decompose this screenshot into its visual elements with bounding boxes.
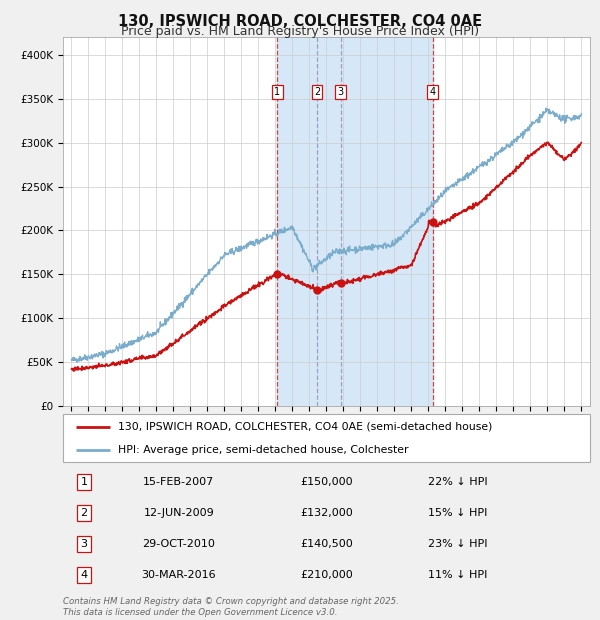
Text: £132,000: £132,000	[300, 508, 353, 518]
Text: 11% ↓ HPI: 11% ↓ HPI	[428, 570, 488, 580]
Text: 15% ↓ HPI: 15% ↓ HPI	[428, 508, 488, 518]
Text: 12-JUN-2009: 12-JUN-2009	[143, 508, 214, 518]
Text: 29-OCT-2010: 29-OCT-2010	[142, 539, 215, 549]
Text: Price paid vs. HM Land Registry's House Price Index (HPI): Price paid vs. HM Land Registry's House …	[121, 25, 479, 38]
Text: Contains HM Land Registry data © Crown copyright and database right 2025.
This d: Contains HM Land Registry data © Crown c…	[63, 598, 399, 617]
Text: 2: 2	[314, 87, 320, 97]
Text: 1: 1	[80, 477, 88, 487]
Text: 23% ↓ HPI: 23% ↓ HPI	[428, 539, 488, 549]
Text: 1: 1	[274, 87, 281, 97]
Text: 2: 2	[80, 508, 88, 518]
Text: £140,500: £140,500	[300, 539, 353, 549]
Bar	[277, 37, 433, 406]
Text: HPI: Average price, semi-detached house, Colchester: HPI: Average price, semi-detached house,…	[118, 445, 409, 455]
Text: £150,000: £150,000	[300, 477, 353, 487]
Text: 4: 4	[80, 570, 88, 580]
Text: £210,000: £210,000	[300, 570, 353, 580]
FancyBboxPatch shape	[63, 414, 590, 462]
Text: 130, IPSWICH ROAD, COLCHESTER, CO4 0AE (semi-detached house): 130, IPSWICH ROAD, COLCHESTER, CO4 0AE (…	[118, 422, 493, 432]
Text: 22% ↓ HPI: 22% ↓ HPI	[428, 477, 488, 487]
Text: 3: 3	[80, 539, 88, 549]
Text: 4: 4	[430, 87, 436, 97]
Text: 130, IPSWICH ROAD, COLCHESTER, CO4 0AE: 130, IPSWICH ROAD, COLCHESTER, CO4 0AE	[118, 14, 482, 29]
Text: 30-MAR-2016: 30-MAR-2016	[142, 570, 216, 580]
Text: 15-FEB-2007: 15-FEB-2007	[143, 477, 215, 487]
Text: 3: 3	[337, 87, 344, 97]
